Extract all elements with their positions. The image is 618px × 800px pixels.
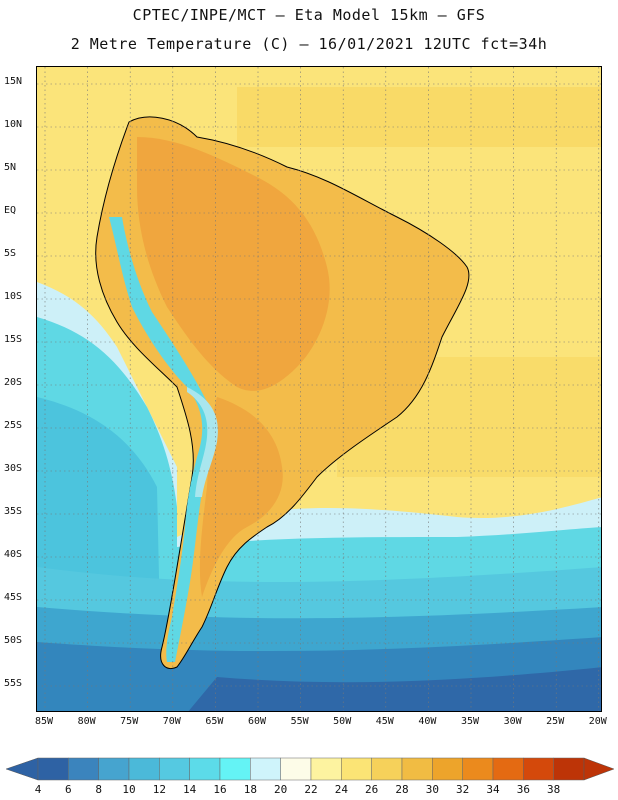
colorbar-tick-label: 32 [456, 783, 470, 796]
lon-label: 55W [290, 716, 309, 727]
lat-label: 20S [4, 377, 23, 388]
lat-label: 40S [4, 549, 23, 560]
lat-label: 30S [4, 463, 23, 474]
altiplano-zone [187, 387, 218, 497]
lat-label: 15N [4, 76, 23, 87]
colorbar-tick-label: 22 [304, 783, 318, 796]
colorbar-cell [401, 757, 433, 781]
lat-label: 55S [4, 678, 23, 689]
colorbar-cell [189, 757, 221, 781]
colorbar-cell [37, 757, 69, 781]
lat-label: 35S [4, 506, 23, 517]
lat-label: 25S [4, 420, 23, 431]
lon-label: 65W [205, 716, 224, 727]
lon-label: 85W [34, 716, 54, 727]
colorbar-tick-label: 8 [95, 783, 102, 796]
lon-label: 50W [333, 716, 352, 727]
colorbar-tick-label: 10 [122, 783, 136, 796]
lon-label: 25W [546, 716, 565, 727]
colorbar-tick-label: 12 [152, 783, 166, 796]
lon-label: 75W [120, 716, 139, 727]
colorbar-cell [310, 757, 342, 781]
colorbar-tick-label: 38 [547, 783, 561, 796]
warm-band [237, 87, 601, 147]
colorbar-cell [462, 757, 494, 781]
colorbar-cell [98, 757, 130, 781]
colorbar-tick-label: 28 [395, 783, 409, 796]
colorbar-cell [523, 757, 554, 781]
lon-label: 60W [247, 716, 267, 727]
colorbar-cell [341, 757, 372, 781]
colorbar-cell [492, 757, 524, 781]
lat-label: 10S [4, 291, 23, 302]
colorbar-cell [432, 757, 463, 781]
andes-cold-strip [109, 217, 211, 662]
lat-label: 10N [4, 119, 23, 130]
colorbar-tick-label: 16 [213, 783, 227, 796]
lat-label: 50S [4, 635, 23, 646]
colorbar-tick-label: 30 [425, 783, 439, 796]
lat-label: 45S [4, 592, 23, 603]
colorbar-tick-label: 20 [274, 783, 288, 796]
southern-ocean-4 [188, 667, 601, 711]
lon-label: 40W [418, 716, 437, 727]
lon-label: 80W [77, 716, 96, 727]
colorbar-cell [68, 757, 99, 781]
colorbar-right-arrow [583, 757, 615, 781]
lon-label: 70W [162, 716, 181, 727]
colorbar-tick-label: 26 [365, 783, 379, 796]
colorbar-cell [553, 757, 585, 781]
lat-label: EQ [4, 205, 17, 216]
temperature-map [36, 66, 602, 712]
colorbar-cell [128, 757, 160, 781]
colorbar-tick-label: 36 [516, 783, 530, 796]
lon-label: 20W [588, 716, 607, 727]
colorbar-tick-label: 34 [486, 783, 500, 796]
colorbar-cell [219, 757, 251, 781]
lat-label: 15S [4, 334, 23, 345]
colorbar-cell [159, 757, 190, 781]
hot-interior-north [137, 137, 330, 391]
title-line-2: 2 Metre Temperature (C) – 16/01/2021 12U… [70, 35, 548, 53]
colorbar-tick-label: 24 [334, 783, 348, 796]
colorbar-tick-label: 4 [34, 783, 42, 796]
colorbar-tick-label: 18 [243, 783, 257, 796]
colorbar-cell [371, 757, 403, 781]
color-scale-bar [5, 757, 615, 781]
lon-label: 30W [503, 716, 522, 727]
lat-label: 5S [4, 248, 17, 259]
colorbar-tick-label: 6 [65, 783, 72, 796]
lon-label: 45W [375, 716, 394, 727]
colorbar-tick-label: 14 [183, 783, 197, 796]
lat-label: 5N [4, 162, 17, 173]
map-canvas [37, 67, 601, 711]
colorbar-cell [250, 757, 281, 781]
title-line-1: CPTEC/INPE/MCT – Eta Model 15km – GFS [132, 6, 486, 24]
colorbar-left-arrow [5, 757, 39, 781]
hot-interior-south [199, 397, 283, 597]
lon-label: 35W [460, 716, 480, 727]
colorbar-cell [280, 757, 312, 781]
